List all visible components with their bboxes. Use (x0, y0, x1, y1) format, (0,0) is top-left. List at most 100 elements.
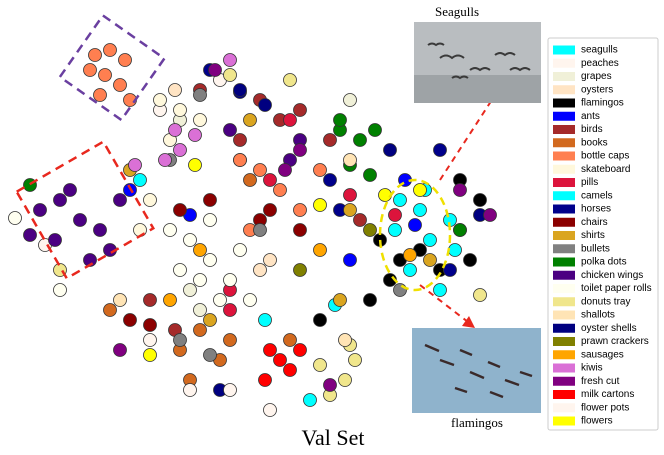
point (144, 294, 157, 307)
point (274, 184, 287, 197)
legend-swatch (553, 99, 575, 108)
chart: Seagulls flamingos Val Set seagullspeach… (0, 0, 664, 455)
point (34, 204, 47, 217)
legend-swatch (553, 364, 575, 373)
point (84, 64, 97, 77)
legend-swatch (553, 46, 575, 55)
point (314, 244, 327, 257)
point (204, 254, 217, 267)
point (424, 234, 437, 247)
legend-swatch (553, 244, 575, 253)
point (144, 319, 157, 332)
point (354, 134, 367, 147)
legend-swatch (553, 350, 575, 359)
legend-label: horses (581, 204, 611, 215)
point (344, 189, 357, 202)
legend-swatch (553, 231, 575, 240)
point (104, 304, 117, 317)
point (284, 114, 297, 127)
point (294, 104, 307, 117)
legend-swatch (553, 311, 575, 320)
point (134, 174, 147, 187)
legend-label: sausages (581, 349, 624, 360)
legend-label: chicken wings (581, 270, 643, 281)
arrow (440, 92, 497, 180)
legend-label: bottle caps (581, 151, 629, 162)
legend-label: bullets (581, 243, 610, 254)
point (204, 314, 217, 327)
legend-swatch (553, 165, 575, 174)
point (89, 49, 102, 62)
point (154, 94, 167, 107)
point (474, 194, 487, 207)
point (209, 64, 222, 77)
legend-swatch (553, 377, 575, 386)
point (344, 254, 357, 267)
legend-swatch (553, 271, 575, 280)
point (264, 254, 277, 267)
point (284, 364, 297, 377)
point (144, 194, 157, 207)
point (244, 174, 257, 187)
point (164, 224, 177, 237)
point (344, 154, 357, 167)
point (54, 194, 67, 207)
point (264, 174, 277, 187)
point (404, 249, 417, 262)
point (314, 314, 327, 327)
point (264, 204, 277, 217)
legend-label: milk cartons (581, 389, 634, 400)
legend-swatch (553, 390, 575, 399)
point (99, 69, 112, 82)
legend-swatch (553, 403, 575, 412)
point (184, 384, 197, 397)
legend-swatch (553, 125, 575, 134)
point (324, 379, 337, 392)
point (224, 69, 237, 82)
legend-label: skateboard (581, 164, 630, 175)
legend-label: prawn crackers (581, 336, 649, 347)
legend-label: shallots (581, 310, 615, 321)
point (314, 164, 327, 177)
point (259, 99, 272, 112)
legend-label: books (581, 137, 608, 148)
point (234, 134, 247, 147)
point (164, 294, 177, 307)
point (334, 114, 347, 127)
point (364, 169, 377, 182)
point (464, 254, 477, 267)
point (224, 334, 237, 347)
point (234, 154, 247, 167)
point (454, 224, 467, 237)
point (144, 349, 157, 362)
point (54, 284, 67, 297)
point (189, 159, 202, 172)
point (224, 304, 237, 317)
point (404, 264, 417, 277)
legend-label: pills (581, 177, 598, 188)
point (304, 394, 317, 407)
point (484, 209, 497, 222)
annotation: Seagulls (435, 4, 479, 19)
point (174, 144, 187, 157)
point (414, 204, 427, 217)
point (9, 212, 22, 225)
point (174, 204, 187, 217)
point (294, 144, 307, 157)
legend-swatch (553, 85, 575, 94)
legend-swatch (553, 112, 575, 121)
point (394, 194, 407, 207)
point (204, 194, 217, 207)
legend-label: donuts tray (581, 296, 630, 307)
legend-swatch (553, 191, 575, 200)
point (254, 164, 267, 177)
point (184, 284, 197, 297)
legend-label: oysters (581, 84, 613, 95)
point (49, 234, 62, 247)
point (339, 374, 352, 387)
legend-label: polka dots (581, 257, 627, 268)
legend-swatch (553, 337, 575, 346)
point (344, 204, 357, 217)
legend-label: shirts (581, 230, 605, 241)
flamingos-photo (412, 328, 541, 413)
